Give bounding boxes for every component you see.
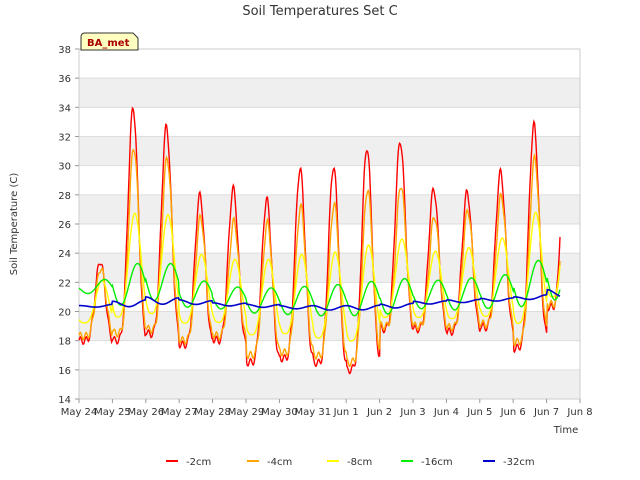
x-tick-label: May 25 — [94, 407, 131, 418]
x-tick-label: May 27 — [161, 407, 198, 418]
legend-label: -4cm — [267, 457, 292, 468]
y-tick-label: 22 — [58, 278, 71, 289]
station-badge: BA_met — [80, 32, 139, 51]
x-tick-label: Jun 4 — [433, 407, 459, 418]
x-tick-label: Jun 8 — [566, 407, 592, 418]
y-tick-label: 18 — [58, 337, 71, 348]
y-axis-ticks: 14 16 18 20 22 24 26 28 30 32 34 36 38 — [58, 45, 79, 406]
y-tick-label: 24 — [58, 249, 71, 260]
y-tick-label: 38 — [58, 45, 71, 56]
x-tick-label: May 24 — [61, 407, 98, 418]
x-tick-label: May 30 — [261, 407, 298, 418]
series-line-minus-16cm — [78, 259, 561, 317]
y-tick-label: 34 — [58, 103, 71, 114]
band — [79, 78, 580, 108]
background-bands — [79, 78, 580, 399]
x-tick-label: Jun 3 — [399, 407, 425, 418]
y-tick-label: 16 — [58, 366, 71, 377]
y-tick-label: 14 — [58, 395, 71, 406]
x-tick-label: Jun 6 — [500, 407, 526, 418]
legend-label: -16cm — [421, 457, 453, 468]
series-line-minus-8cm — [78, 211, 561, 342]
y-tick-label: 32 — [58, 133, 71, 144]
x-tick-label: May 28 — [194, 407, 231, 418]
x-axis-label: Time — [553, 425, 578, 436]
chart-title: Soil Temperatures Set C — [242, 4, 397, 19]
legend: -2cm -4cm -8cm -16cm -32cm — [166, 457, 535, 468]
badge-shape — [80, 32, 139, 51]
y-tick-label: 28 — [58, 191, 71, 202]
band — [79, 369, 580, 399]
series-line-minus-2cm — [78, 106, 561, 375]
y-tick-label: 30 — [58, 162, 71, 173]
x-tick-label: Jun 2 — [366, 407, 392, 418]
legend-label: -8cm — [347, 457, 372, 468]
legend-label: -2cm — [186, 457, 211, 468]
x-tick-label: May 26 — [128, 407, 165, 418]
x-tick-label: Jun 7 — [533, 407, 559, 418]
x-tick-label: May 29 — [228, 407, 265, 418]
y-tick-label: 26 — [58, 220, 71, 231]
band — [79, 136, 580, 166]
band — [79, 311, 580, 341]
badge-label: BA_met — [87, 38, 130, 49]
x-tick-label: Jun 5 — [466, 407, 492, 418]
y-tick-label: 36 — [58, 74, 71, 85]
y-tick-label: 20 — [58, 308, 71, 319]
y-axis-label: Soil Temperature (C) — [9, 173, 20, 276]
x-tick-label: May 31 — [295, 407, 332, 418]
series-lines — [78, 106, 561, 375]
series-line-minus-32cm — [78, 288, 561, 311]
x-tick-label: Jun 1 — [333, 407, 359, 418]
legend-label: -32cm — [503, 457, 535, 468]
